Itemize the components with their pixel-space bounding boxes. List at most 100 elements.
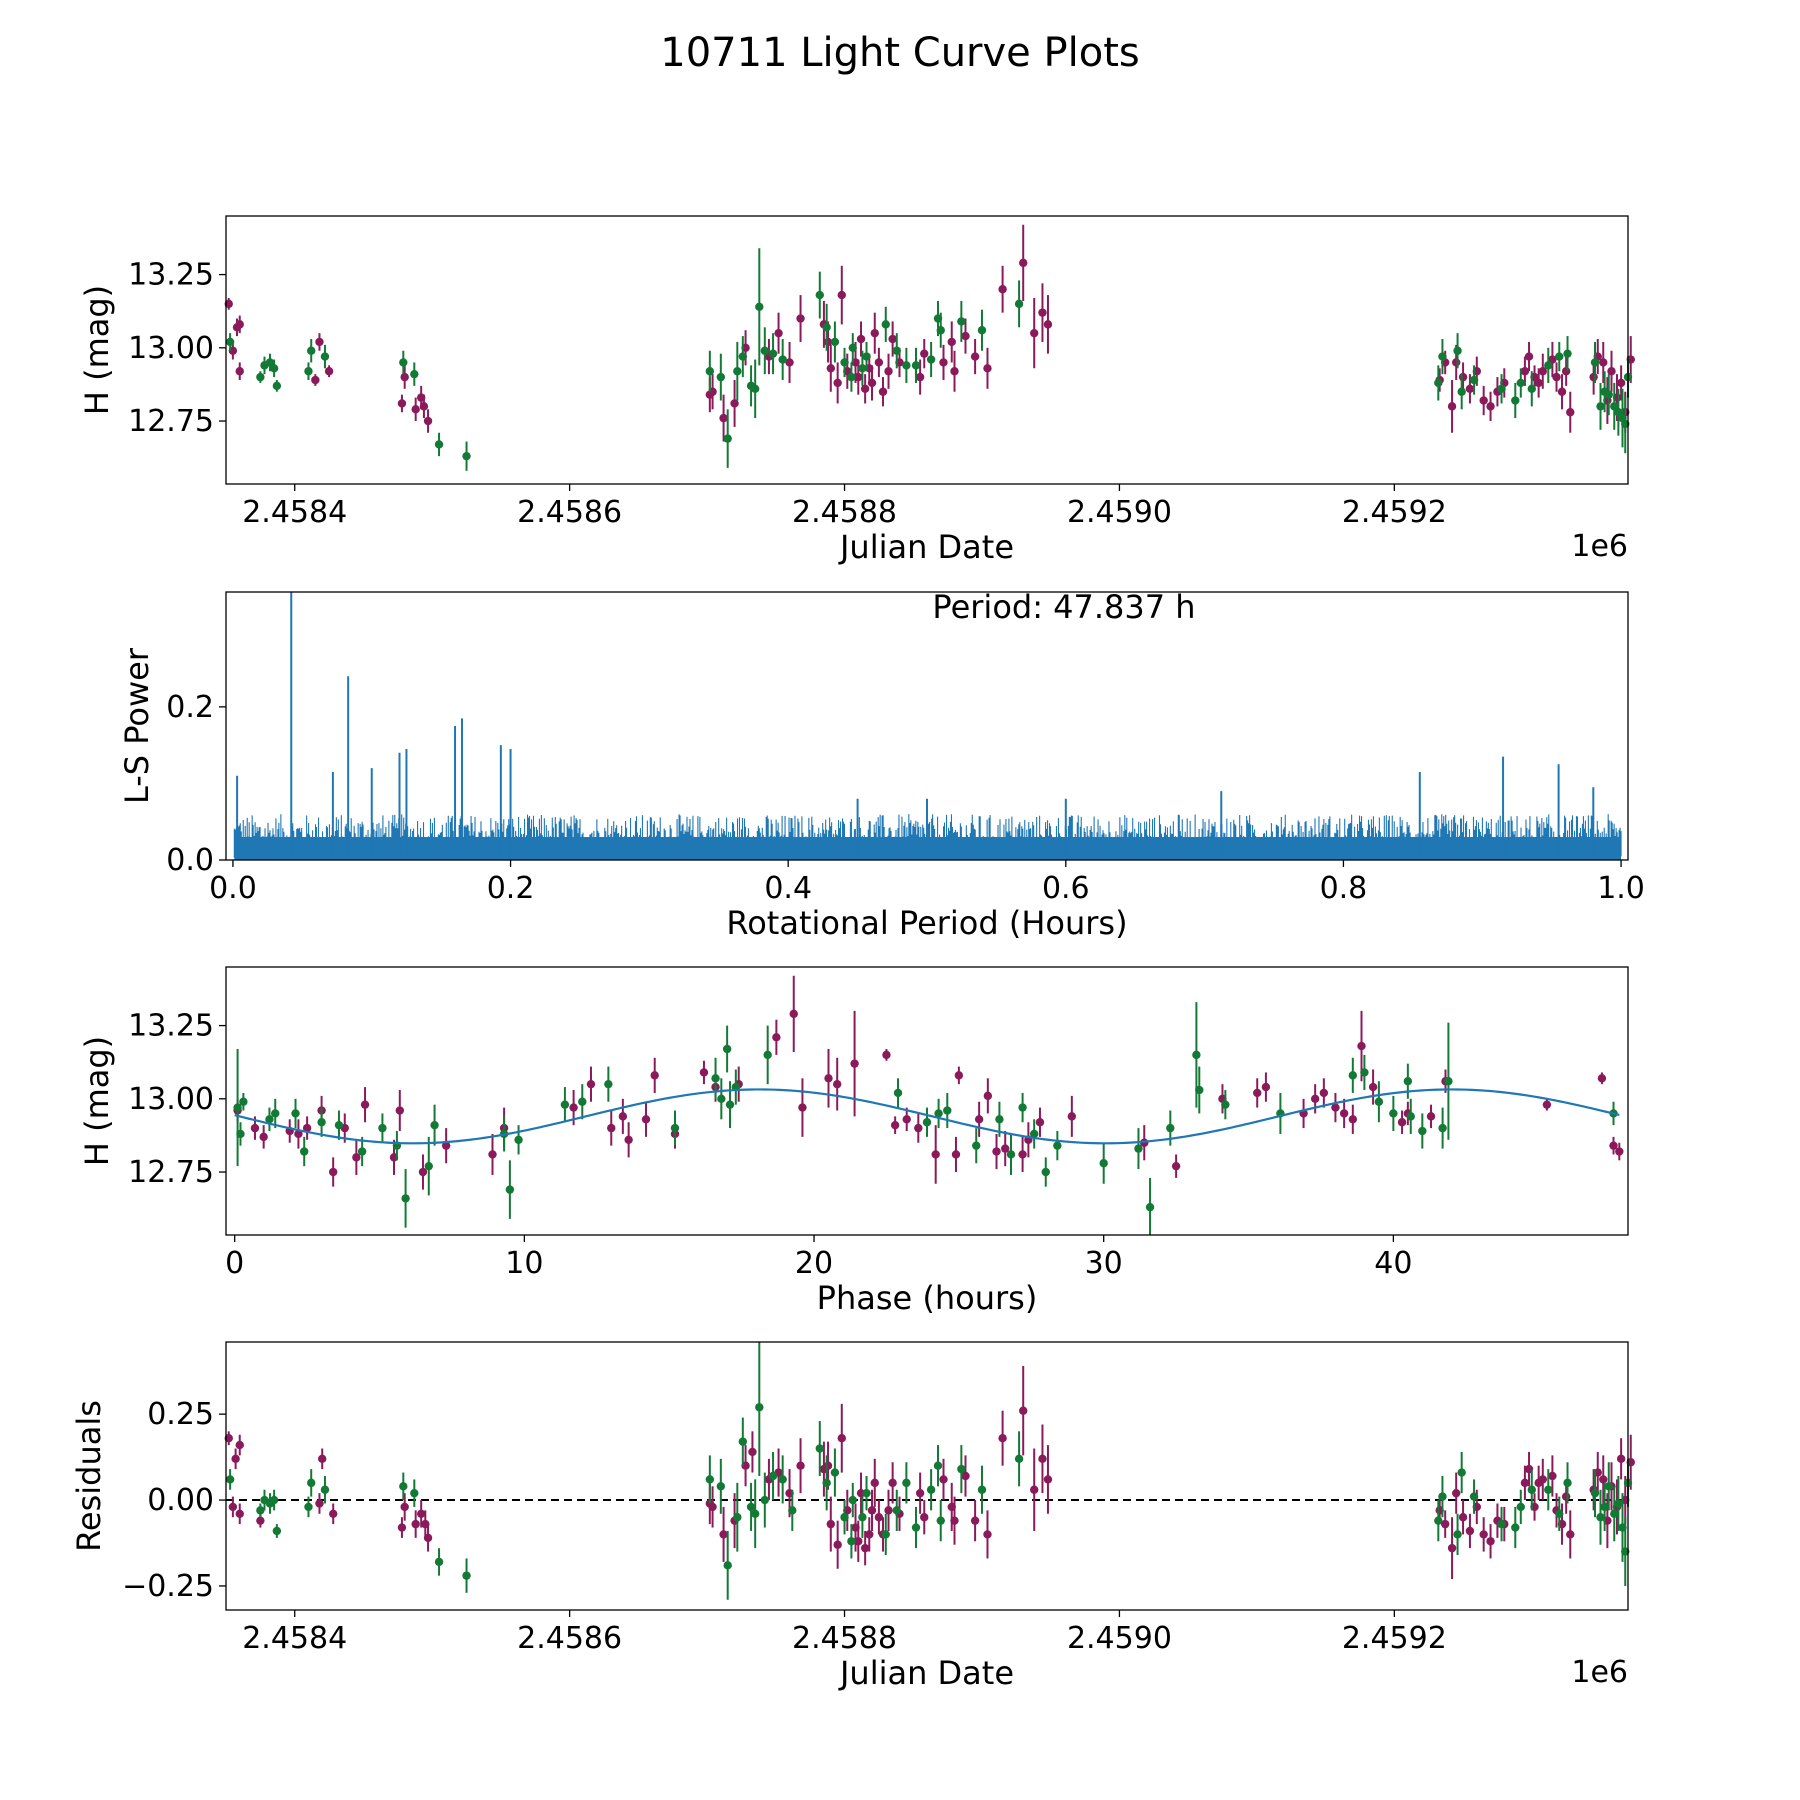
residuals-point-green: [434, 1557, 444, 1567]
lightcurve-ylabel: H (mag): [78, 285, 116, 415]
residuals-point-purple: [397, 1523, 407, 1532]
residuals-point-purple: [1520, 1478, 1530, 1488]
residuals-frame: [225, 1341, 1629, 1611]
lightcurve-point-purple: [324, 367, 334, 376]
residuals-point-purple: [411, 1519, 420, 1529]
lightcurve-point-purple: [1019, 258, 1028, 268]
residuals-point-purple: [318, 1454, 327, 1464]
phased-point-purple: [833, 1079, 842, 1089]
phased-point-green: [1348, 1071, 1358, 1080]
lightcurve-point-green: [926, 355, 936, 364]
residuals-point-green: [957, 1464, 966, 1474]
lightcurve-point-green: [1434, 378, 1443, 388]
residuals-point-green: [862, 1488, 871, 1498]
residuals-point-green: [847, 1537, 856, 1546]
residuals-point-purple: [719, 1530, 728, 1539]
phased-point-purple: [1067, 1112, 1077, 1121]
lightcurve-point-green: [733, 367, 742, 376]
lightcurve-point-purple: [419, 402, 429, 411]
phased-point-green: [1192, 1050, 1201, 1060]
phased-xtick-label: 10: [505, 1246, 543, 1281]
lightcurve-point-purple: [950, 367, 959, 376]
lightcurve-point-purple: [411, 405, 420, 414]
lightcurve-point-green: [778, 355, 787, 364]
lightcurve-point-purple: [1038, 308, 1047, 317]
phased-point-purple: [798, 1103, 807, 1112]
lightcurve-point-green: [1563, 349, 1572, 358]
residuals-xtick-label: 2.4586: [517, 1621, 622, 1656]
residuals-xlabel: Julian Date: [838, 1654, 1014, 1692]
lightcurve-point-green: [911, 361, 921, 370]
lightcurve-point-purple: [1520, 367, 1530, 376]
phased-point-green: [670, 1123, 680, 1133]
phased-point-green: [271, 1109, 280, 1118]
phased-point-green: [300, 1147, 309, 1156]
lightcurve-point-green: [716, 372, 726, 382]
residuals-point-green: [256, 1506, 265, 1515]
phased-point-green: [725, 1100, 735, 1109]
residuals-point-purple: [1479, 1530, 1488, 1539]
phased-point-green: [578, 1097, 587, 1106]
phased-panel: 0 10 20 30 40 12.75 13.00 13.25 Phase (hours) H…: [78, 966, 1629, 1317]
lightcurve-point-purple: [837, 290, 846, 300]
phased-point-green: [1406, 1112, 1415, 1121]
residuals-xtick-label: 2.4590: [1067, 1621, 1172, 1656]
phased-point-purple: [395, 1106, 405, 1115]
periodogram-frame: [225, 591, 1629, 861]
residuals-point-green: [307, 1478, 316, 1488]
lightcurve-point-green: [977, 326, 987, 335]
lightcurve-point-purple: [874, 358, 884, 367]
residuals-point-purple: [915, 1488, 925, 1498]
lightcurve-point-purple: [400, 372, 409, 382]
phased-point-purple: [824, 1074, 833, 1083]
lightcurve-point-green: [936, 326, 945, 335]
periodogram-xlabel: Rotational Period (Hours): [726, 904, 1127, 942]
residuals-point-purple: [256, 1516, 265, 1525]
lightcurve-point-green: [1527, 384, 1536, 394]
phased-point-purple: [1609, 1141, 1618, 1150]
residuals-point-green: [902, 1478, 911, 1488]
lightcurve-point-purple: [1616, 378, 1626, 388]
lightcurve-point-purple: [1599, 358, 1608, 367]
lightcurve-point-green: [1596, 402, 1605, 411]
lightcurve-point-purple: [947, 337, 956, 347]
phased-point-purple: [1339, 1109, 1349, 1118]
residuals-point-purple: [1019, 1406, 1028, 1415]
phased-point-green: [1041, 1167, 1050, 1177]
lightcurve-point-purple: [796, 314, 805, 323]
residuals-point-green: [410, 1488, 419, 1498]
lightcurve-point-green: [434, 440, 444, 449]
residuals-point-purple: [231, 1454, 240, 1464]
phased-point-purple: [974, 1115, 984, 1124]
lightcurve-point-purple: [397, 399, 407, 408]
residuals-point-green: [1600, 1502, 1609, 1512]
phased-point-purple: [418, 1167, 428, 1177]
phased-point-purple: [1542, 1100, 1552, 1109]
residuals-point-green: [778, 1475, 787, 1484]
lightcurve-point-green: [265, 358, 275, 367]
phased-point-purple: [983, 1091, 993, 1101]
phased-point-purple: [1331, 1103, 1340, 1112]
phased-point-green: [943, 1106, 952, 1115]
residuals-point-green: [320, 1485, 330, 1494]
lightcurve-point-green: [1497, 384, 1506, 394]
residuals-point-green: [746, 1502, 756, 1512]
phased-point-purple: [1615, 1147, 1624, 1156]
lightcurve-xtick-label: 2.4584: [242, 495, 347, 530]
phased-point-green: [995, 1115, 1004, 1124]
phased-point-green: [317, 1118, 326, 1127]
phased-point-green: [893, 1088, 903, 1098]
phased-point-purple: [1018, 1150, 1027, 1159]
residuals-point-green: [840, 1513, 849, 1522]
lightcurve-point-purple: [1566, 408, 1575, 417]
lightcurve-point-purple: [826, 364, 835, 373]
lightcurve-point-purple: [1479, 396, 1488, 405]
residuals-point-purple: [1486, 1537, 1495, 1546]
phased-point-green: [1444, 1077, 1453, 1086]
lightcurve-point-purple: [785, 358, 794, 367]
residuals-point-green: [892, 1506, 901, 1515]
phased-point-green: [357, 1147, 367, 1156]
lightcurve-frame: [225, 215, 1629, 485]
phased-point-green: [604, 1079, 613, 1089]
phased-point-green: [560, 1100, 570, 1109]
